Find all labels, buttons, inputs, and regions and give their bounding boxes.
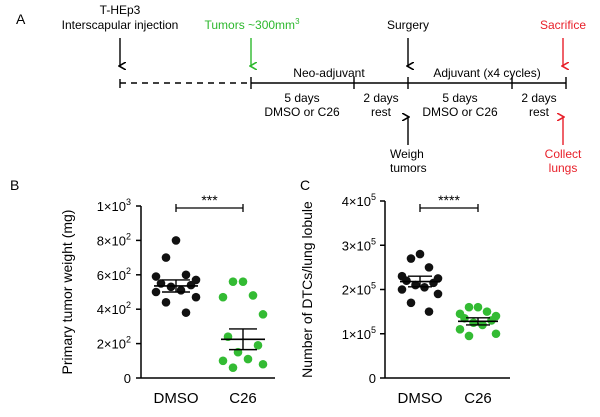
data-point — [397, 285, 407, 294]
data-point — [181, 270, 191, 280]
collect-label: Collect — [545, 147, 582, 161]
data-point — [161, 253, 171, 262]
phase-neo-label: Neo-adjuvant — [293, 66, 365, 80]
collect-label-line2: lungs — [549, 161, 578, 175]
data-point — [248, 291, 258, 300]
data-point — [406, 298, 416, 308]
panel-c: C Number of DTCs/lung lobule 0 1×105 2×105… — [299, 177, 510, 407]
data-point — [464, 331, 474, 341]
data-point — [464, 302, 474, 312]
y-tick-label: 8×102 — [97, 231, 131, 248]
data-point — [243, 354, 253, 364]
y-tick-label: 2×102 — [97, 335, 131, 352]
data-point — [473, 302, 483, 312]
y-axis-label: Number of DTCs/lung lobule — [299, 201, 315, 378]
weigh-label: Weigh — [390, 147, 424, 161]
phase-adjuvant-label: Adjuvant (x4 cycles) — [433, 66, 540, 80]
panel-a: A T-HEp3 Interscapular injection Tumors … — [16, 3, 586, 175]
weigh-label-line2: tumors — [390, 161, 427, 175]
panel-a-letter: A — [16, 11, 26, 27]
significance-label: *** — [201, 192, 218, 208]
injection-label-line2: Interscapular injection — [62, 18, 179, 32]
data-point — [460, 313, 469, 323]
data-point — [406, 254, 416, 263]
panel-c-letter: C — [300, 177, 310, 193]
data-point — [402, 276, 411, 285]
y-axis-label: Primary tumor weight (mg) — [59, 210, 75, 375]
panel-b: B Primary tumor weight (mg) 0 2×102 4×102 6… — [10, 177, 275, 407]
surgery-label: Surgery — [387, 18, 429, 32]
y-tick-label: 4×102 — [97, 300, 131, 317]
data-point — [218, 292, 228, 302]
segment-label: 5 days — [284, 91, 319, 105]
data-point — [424, 263, 434, 272]
data-point — [151, 287, 161, 297]
y-tick-label: 0 — [369, 371, 376, 386]
x-tick-label: C26 — [229, 390, 257, 407]
data-point — [228, 363, 238, 372]
significance-label: **** — [438, 192, 460, 208]
sacrifice-label: Sacrifice — [540, 18, 586, 32]
data-point — [469, 318, 478, 327]
y-tick-label: 4×105 — [342, 192, 376, 209]
y-tick-label: 6×102 — [97, 266, 131, 283]
segment-label: DMSO or C26 — [422, 105, 498, 119]
x-tick-label: C26 — [464, 390, 492, 407]
segment-label: 5 days — [442, 91, 477, 105]
data-point — [258, 359, 268, 369]
data-point — [166, 282, 176, 292]
y-tick-label: 3×105 — [342, 236, 376, 253]
data-point — [161, 298, 171, 307]
data-point — [228, 277, 238, 286]
y-tick-label: 0 — [124, 371, 131, 386]
x-tick-label: DMSO — [154, 390, 199, 407]
data-point — [238, 277, 248, 286]
data-point — [186, 280, 196, 290]
y-tick-label: 1×103 — [97, 197, 131, 214]
data-point — [482, 307, 492, 316]
segment-label: 2 days — [521, 91, 556, 105]
data-point — [181, 308, 191, 317]
data-point — [258, 310, 268, 319]
segment-label: rest — [371, 105, 392, 119]
panel-b-letter: B — [10, 177, 19, 193]
data-point — [151, 272, 161, 281]
data-point — [176, 285, 186, 295]
tumors-label: Tumors ~300mm3 — [204, 17, 300, 32]
y-tick-label: 1×105 — [342, 325, 376, 342]
data-point — [433, 289, 443, 299]
data-point — [218, 356, 228, 366]
data-point — [455, 325, 465, 334]
x-tick-label: DMSO — [398, 390, 443, 407]
data-point — [424, 307, 434, 316]
segment-label: DMSO or C26 — [264, 105, 340, 119]
data-point — [191, 292, 201, 302]
injection-label: T-HEp3 — [100, 3, 141, 17]
data-point — [171, 236, 181, 245]
data-point — [253, 341, 263, 350]
segment-label: 2 days — [363, 91, 398, 105]
data-point — [429, 278, 438, 288]
data-point — [491, 329, 501, 339]
y-tick-label: 2×105 — [342, 281, 376, 298]
data-point — [415, 249, 425, 259]
segment-label: rest — [529, 105, 550, 119]
